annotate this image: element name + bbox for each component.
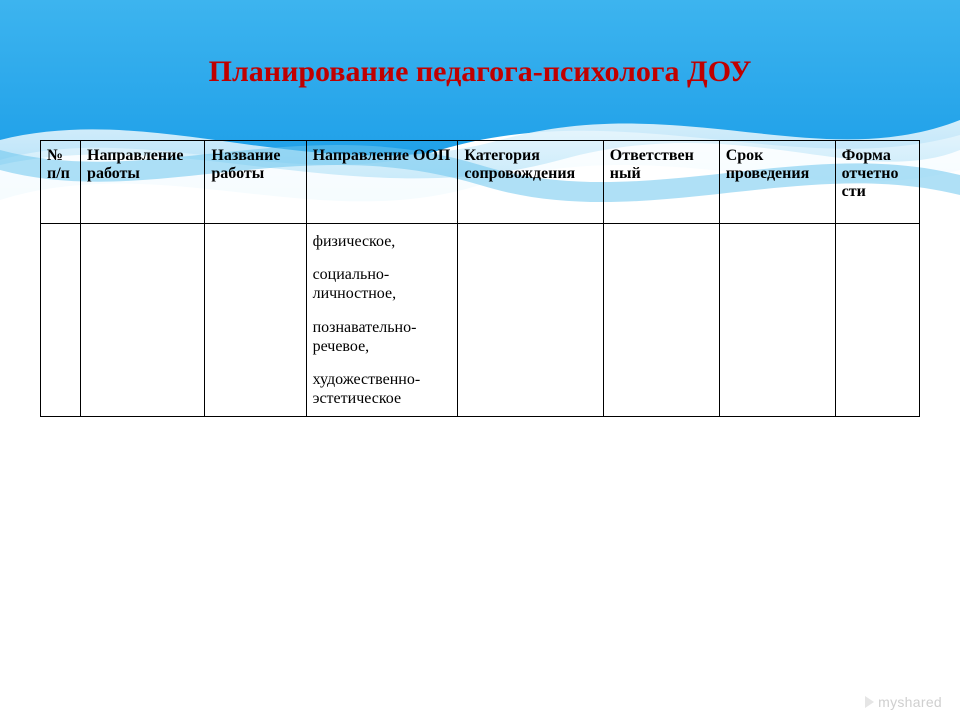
col-work-name: Название работы: [205, 141, 306, 224]
cell-number: [41, 224, 81, 417]
oop-item: физическое,: [313, 232, 452, 251]
oop-item: социально-личностное,: [313, 265, 452, 303]
col-report-form: Форма отчетно сти: [835, 141, 919, 224]
oop-list: физическое, социально-личностное, познав…: [313, 232, 452, 408]
page-title: Планирование педагога-психолога ДОУ: [0, 55, 960, 89]
col-deadline: Срок проведения: [719, 141, 835, 224]
cell-work-direction: [81, 224, 205, 417]
planning-table: № п/п Направление работы Название работы…: [40, 140, 920, 417]
table-header-row: № п/п Направление работы Название работы…: [41, 141, 920, 224]
col-number: № п/п: [41, 141, 81, 224]
col-support-category: Категория сопровождения: [458, 141, 603, 224]
table-row: физическое, социально-личностное, познав…: [41, 224, 920, 417]
oop-item: познавательно-речевое,: [313, 318, 452, 356]
watermark: myshared: [865, 694, 942, 710]
cell-report-form: [835, 224, 919, 417]
cell-oop-direction: физическое, социально-личностное, познав…: [306, 224, 458, 417]
planning-table-container: № п/п Направление работы Название работы…: [40, 140, 920, 417]
col-oop-direction: Направление ООП: [306, 141, 458, 224]
play-icon: [865, 696, 874, 708]
oop-item: художественно-эстетическое: [313, 370, 452, 408]
watermark-text: myshared: [878, 694, 942, 710]
col-responsible: Ответствен ный: [603, 141, 719, 224]
slide: Планирование педагога-психолога ДОУ № п/…: [0, 0, 960, 720]
cell-support-category: [458, 224, 603, 417]
col-work-direction: Направление работы: [81, 141, 205, 224]
cell-work-name: [205, 224, 306, 417]
cell-responsible: [603, 224, 719, 417]
cell-deadline: [719, 224, 835, 417]
